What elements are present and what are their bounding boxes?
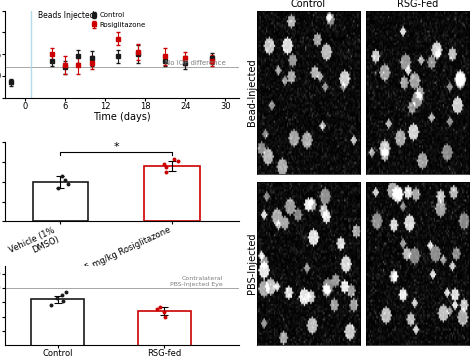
X-axis label: Time (days): Time (days) [93, 112, 151, 122]
Bar [144, 166, 200, 221]
Text: Beads Injected: Beads Injected [38, 11, 95, 20]
Point [59, 298, 66, 304]
Point [47, 302, 55, 308]
Y-axis label: Bead-Injected: Bead-Injected [247, 58, 257, 126]
Point [58, 173, 66, 179]
Point [58, 292, 65, 298]
Point [162, 169, 170, 175]
Point [162, 164, 170, 170]
Title: RSG-Fed: RSG-Fed [397, 0, 438, 9]
Text: *: * [113, 142, 119, 152]
Text: Contralateral
PBS-Injected Eye: Contralateral PBS-Injected Eye [170, 276, 223, 287]
Point [55, 185, 62, 191]
Point [62, 289, 70, 295]
Point [64, 181, 72, 187]
Point [153, 307, 161, 312]
Point [170, 156, 177, 162]
Bar [137, 311, 191, 356]
Point [174, 158, 182, 164]
Point [156, 304, 164, 309]
Point [160, 161, 168, 167]
Bar [33, 182, 88, 221]
Point [161, 309, 168, 315]
Point [53, 295, 61, 301]
Text: No IOP difference: No IOP difference [164, 60, 225, 66]
Y-axis label: PBS-Injected: PBS-Injected [247, 233, 257, 294]
Point [61, 177, 68, 183]
Title: Control: Control [291, 0, 326, 9]
Legend: Control, Rosiglitazone: Control, Rosiglitazone [90, 12, 146, 28]
Point [161, 314, 169, 319]
Bar [31, 299, 84, 356]
